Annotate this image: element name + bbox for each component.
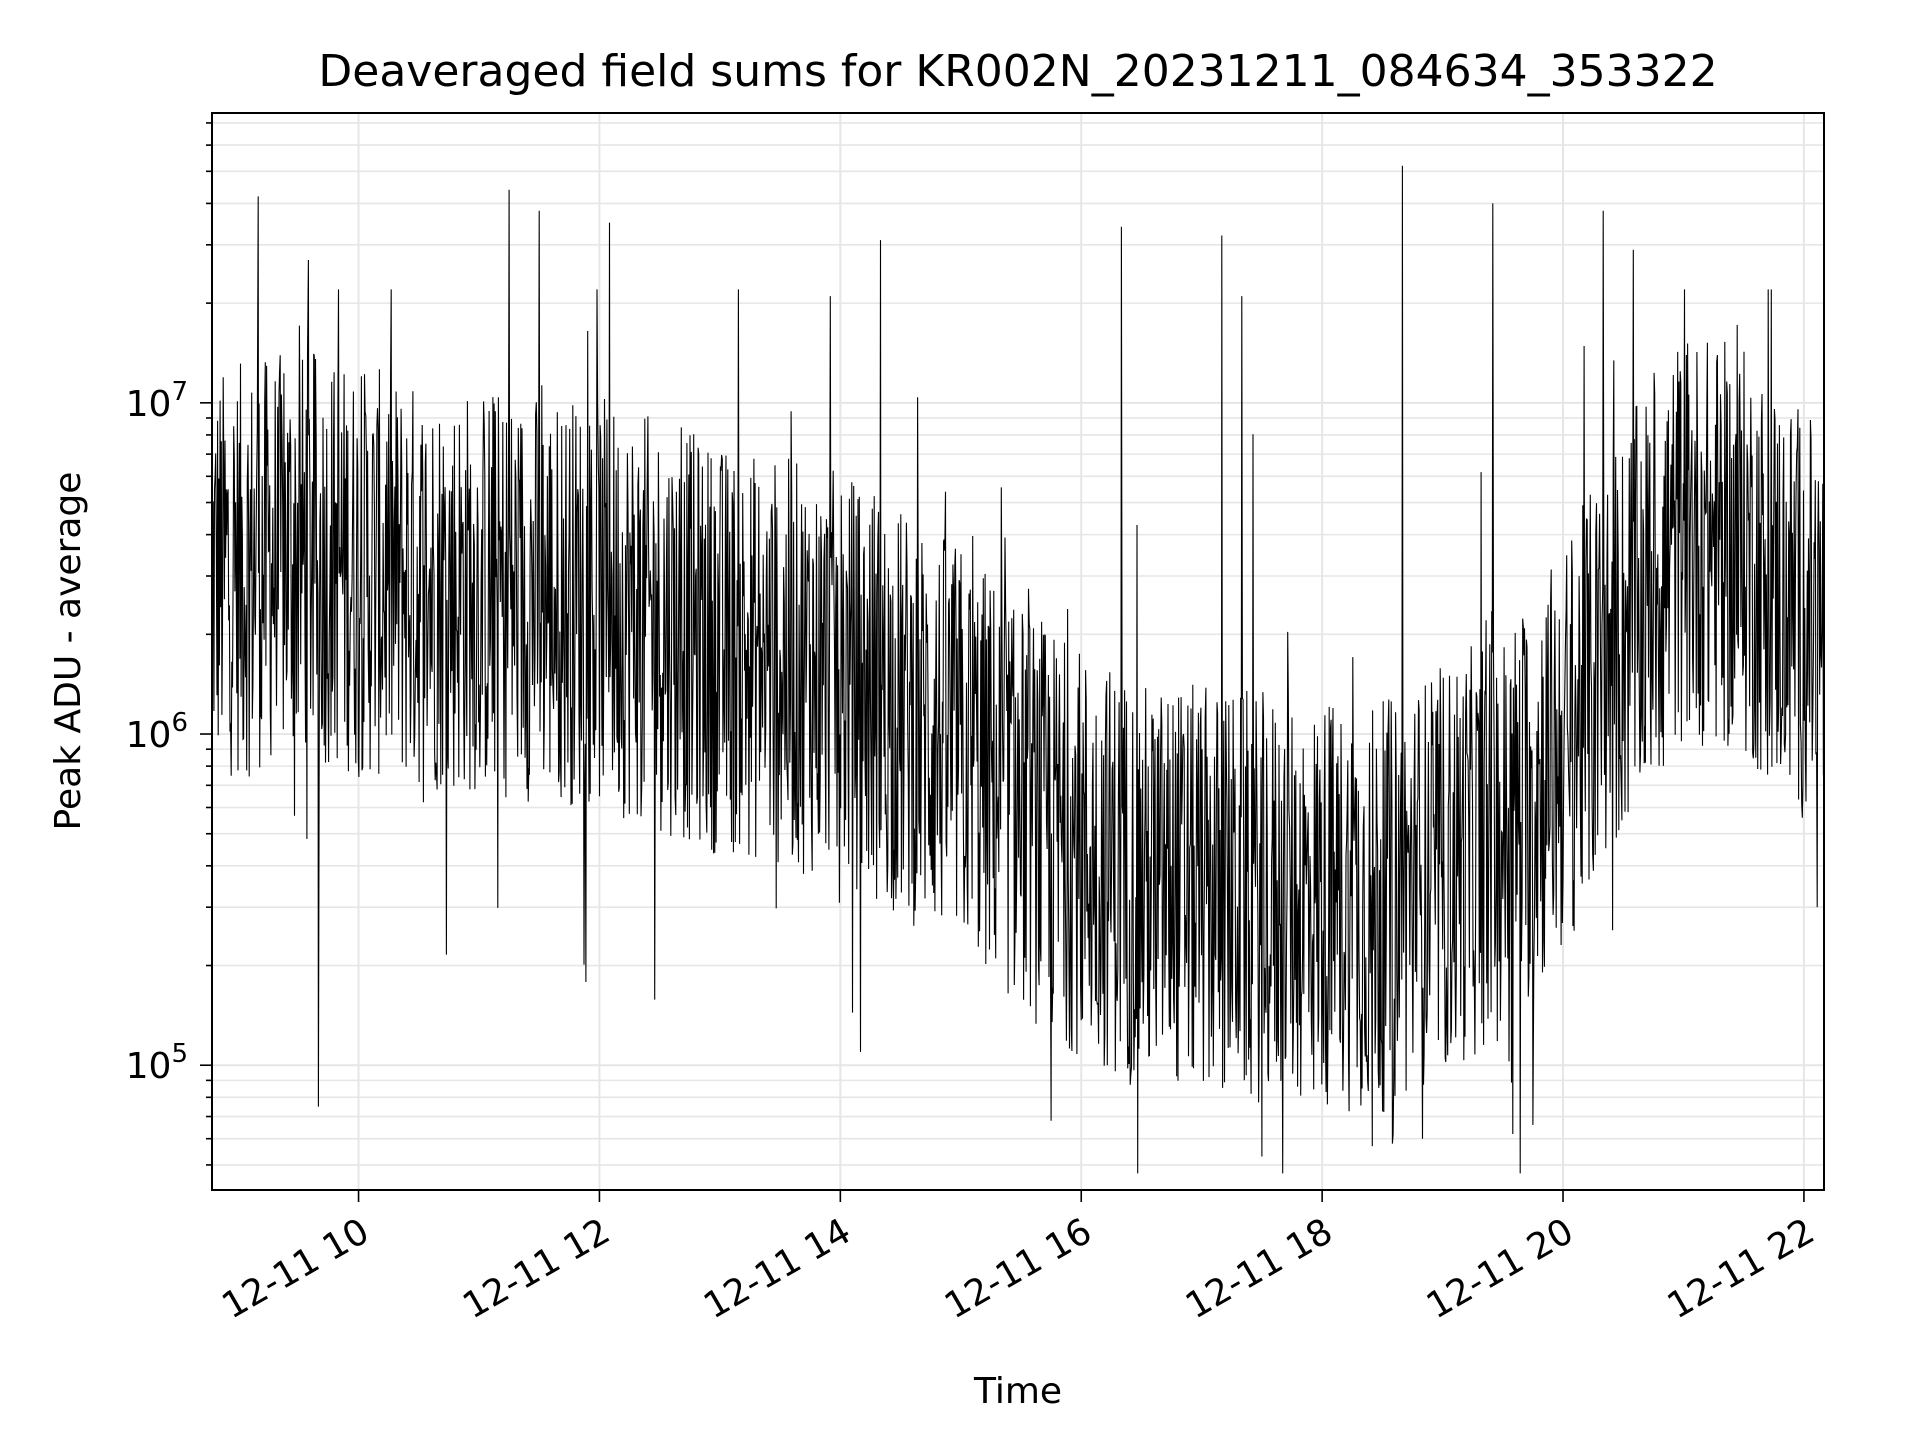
x-tick-label: 12-11 10 <box>215 1211 376 1327</box>
x-tick-label: 12-11 22 <box>1661 1211 1822 1327</box>
x-tick-label: 12-11 18 <box>1179 1211 1340 1327</box>
x-tick-label: 12-11 12 <box>456 1211 617 1327</box>
x-axis-label: Time <box>973 1371 1062 1412</box>
x-tick-label: 12-11 20 <box>1420 1211 1581 1327</box>
y-tick-label: 105 <box>126 1039 188 1087</box>
y-tick-label: 107 <box>126 377 188 425</box>
plot-frame <box>211 112 1825 1191</box>
series-layer <box>212 165 1824 1174</box>
x-tick-label: 12-11 16 <box>938 1211 1099 1327</box>
y-tick-label: 106 <box>126 708 188 756</box>
x-tick-label: 12-11 14 <box>697 1211 858 1327</box>
y-axis-label: Peak ADU - average <box>48 472 89 831</box>
series-line <box>212 165 1824 1174</box>
chart-title: Deaveraged field sums for KR002N_2023121… <box>318 46 1717 97</box>
